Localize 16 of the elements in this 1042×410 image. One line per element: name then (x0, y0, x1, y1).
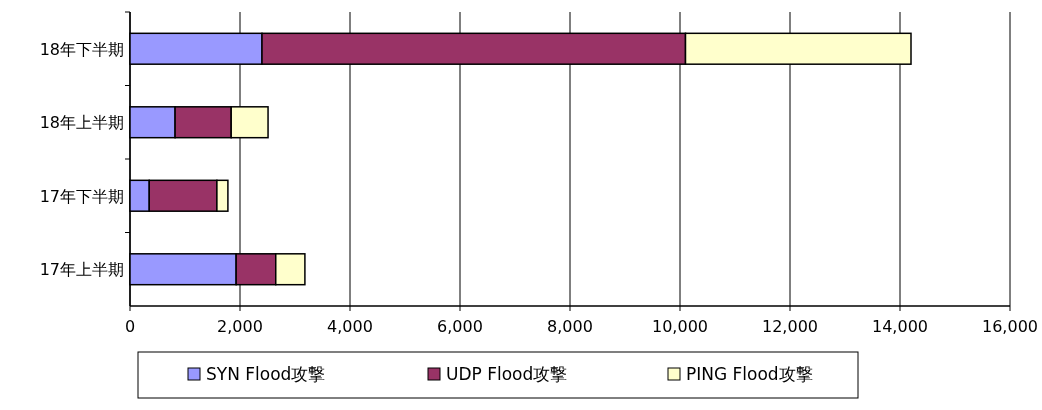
x-tick-label: 14,000 (872, 317, 928, 336)
x-tick-label: 8,000 (547, 317, 593, 336)
x-tick-label: 6,000 (437, 317, 483, 336)
y-tick-label: 18年上半期 (39, 113, 124, 133)
x-tick-label: 2,000 (217, 317, 263, 336)
x-tick-label: 0 (124, 317, 136, 336)
x-tick-label: 4,000 (327, 317, 373, 336)
x-tick-label: 16,000 (982, 317, 1038, 336)
legend-label: SYN Flood攻撃 (206, 364, 326, 384)
y-tick-label: 18年下半期 (39, 39, 124, 59)
y-tick-label: 17年上半期 (39, 260, 124, 280)
x-tick-label: 12,000 (762, 317, 818, 336)
legend-label: PING Flood攻撃 (686, 364, 813, 384)
y-tick-label: 17年下半期 (39, 186, 124, 206)
legend-label: UDP Flood攻撃 (446, 364, 568, 384)
x-tick-label: 10,000 (652, 317, 708, 336)
